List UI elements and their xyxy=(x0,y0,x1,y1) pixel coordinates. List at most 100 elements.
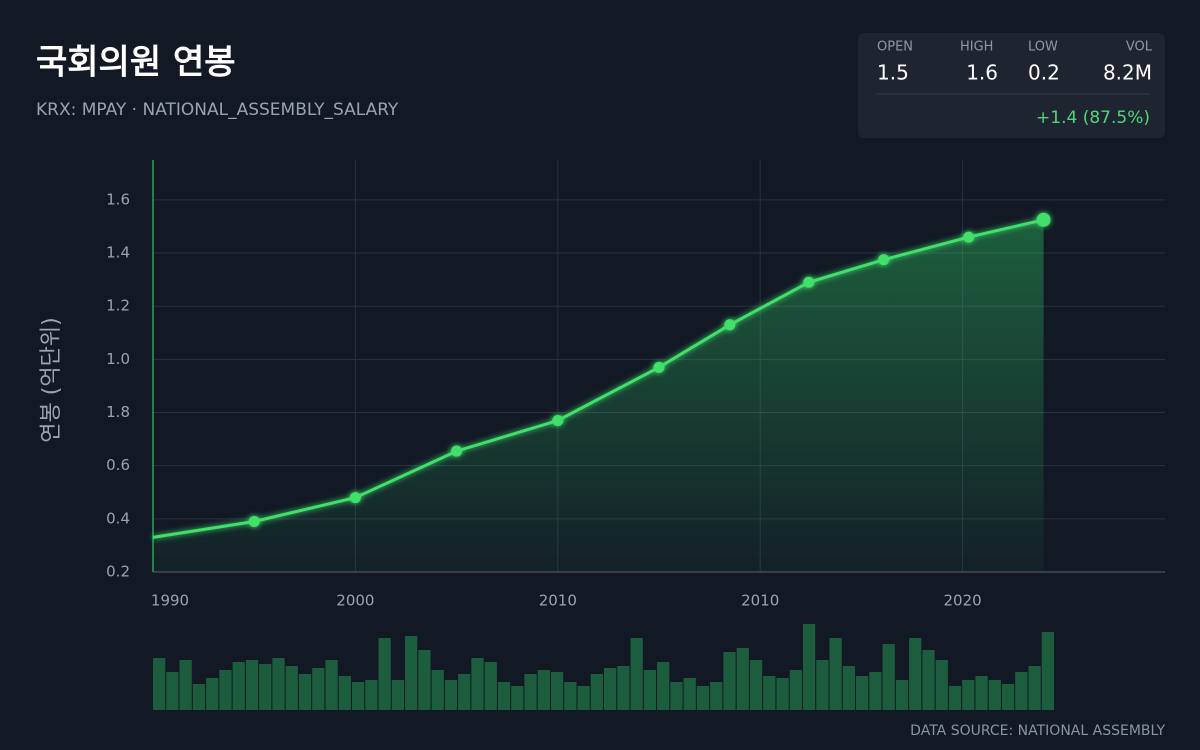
x-tick-label: 2010 xyxy=(741,592,779,610)
volume-bar xyxy=(285,666,298,710)
volume-bar xyxy=(696,686,710,710)
volume-bar xyxy=(975,676,988,710)
x-tick-label: 2010 xyxy=(539,592,577,610)
volume-bar xyxy=(219,670,232,710)
x-tick-label: 1990 xyxy=(151,592,189,610)
y-tick-label: 1.0 xyxy=(106,350,130,368)
y-axis-label: 연봉 (억단위) xyxy=(39,317,64,442)
point xyxy=(803,276,815,288)
volume-bar xyxy=(405,636,418,710)
y-tick-label: 0.2 xyxy=(106,563,130,581)
volume-bar xyxy=(418,650,431,710)
volume-bar xyxy=(1001,684,1015,710)
volume-bar xyxy=(153,658,166,710)
stat-label: VOL xyxy=(1126,40,1153,55)
stat-value: 8.2M xyxy=(1103,61,1152,85)
volume-bar xyxy=(630,638,643,710)
volume-bar xyxy=(749,660,763,710)
volume-bar xyxy=(909,638,922,710)
volume-bar xyxy=(856,676,869,710)
volume-bar xyxy=(763,676,776,710)
volume-bar xyxy=(829,638,842,710)
y-tick-label: 1.8 xyxy=(106,403,130,421)
point xyxy=(248,515,260,527)
volume-bar xyxy=(683,678,696,710)
volume-bar xyxy=(988,680,1001,710)
volume-bar xyxy=(312,668,325,710)
volume-bar xyxy=(842,666,856,710)
change: +1.4 (87.5%) xyxy=(1036,108,1150,128)
volume-bar xyxy=(192,684,206,710)
volume-bar xyxy=(272,658,285,710)
volume-bar xyxy=(789,670,802,710)
volume-bar xyxy=(391,680,405,710)
volume-bar xyxy=(710,682,723,710)
x-tick-label: 2020 xyxy=(944,592,982,610)
volume-bar xyxy=(657,662,670,710)
y-tick-label: 1.4 xyxy=(106,244,130,262)
volume-bar xyxy=(511,686,524,710)
volume-bar xyxy=(604,668,617,710)
volume-bar xyxy=(802,624,816,710)
y-tick-label: 1.2 xyxy=(106,297,130,315)
point xyxy=(1036,212,1051,227)
volume-bar xyxy=(179,660,192,710)
volume-bar xyxy=(962,680,975,710)
volume-bar xyxy=(643,670,657,710)
volume-bar xyxy=(378,638,391,710)
volume-bar xyxy=(232,662,245,710)
volume-bar xyxy=(484,662,497,710)
stat-label: LOW xyxy=(1028,40,1058,55)
volume-bar xyxy=(338,676,351,710)
x-tick-label: 2000 xyxy=(336,592,374,610)
volume-bar xyxy=(723,652,736,710)
volume-bar xyxy=(298,674,312,710)
volume-bar xyxy=(458,674,471,710)
volume-bar xyxy=(351,682,365,710)
area xyxy=(153,219,1044,573)
volume-bar xyxy=(564,682,577,710)
volume-bar xyxy=(1041,632,1054,710)
volume-bar xyxy=(736,648,749,710)
subtitle: KRX: MPAY · NATIONAL_ASSEMBLY_SALARY xyxy=(36,100,399,120)
stat-value: 1.6 xyxy=(966,61,998,85)
volume-bar xyxy=(670,682,683,710)
point xyxy=(724,319,736,331)
stat-label: HIGH xyxy=(960,40,993,55)
stats-panel xyxy=(858,33,1165,138)
volume-bar xyxy=(550,672,564,710)
point xyxy=(349,492,361,504)
point xyxy=(878,254,890,266)
volume-bar xyxy=(206,678,219,710)
volume-bar xyxy=(590,674,603,710)
volume-bar xyxy=(524,674,537,710)
stat-value: 1.5 xyxy=(877,61,909,85)
y-tick-label: 0.4 xyxy=(106,509,130,527)
title: 국회의원 연봉 xyxy=(36,43,236,83)
stat-value: 0.2 xyxy=(1028,61,1060,85)
volume-bar xyxy=(895,680,909,710)
volume-bar xyxy=(948,686,962,710)
volume-bar xyxy=(365,680,378,710)
volume-bar xyxy=(259,664,272,710)
volume-bar xyxy=(431,670,444,710)
volume-bar xyxy=(776,678,789,710)
volume-bar xyxy=(922,650,935,710)
volume-bar xyxy=(444,680,458,710)
point xyxy=(963,231,975,243)
volume-bar xyxy=(935,660,948,710)
volume-bar xyxy=(471,658,484,710)
stat-label: OPEN xyxy=(877,40,913,55)
volume-bar xyxy=(537,670,550,710)
y-tick-label: 1.6 xyxy=(106,190,130,208)
volume-bar xyxy=(325,660,338,710)
volume-bar xyxy=(816,660,829,710)
volume-bar xyxy=(617,666,630,710)
point xyxy=(552,414,564,426)
y-tick-label: 0.6 xyxy=(106,456,130,474)
volume-bar xyxy=(497,682,511,710)
volume-bar xyxy=(869,672,882,710)
volume-bar xyxy=(166,672,179,710)
